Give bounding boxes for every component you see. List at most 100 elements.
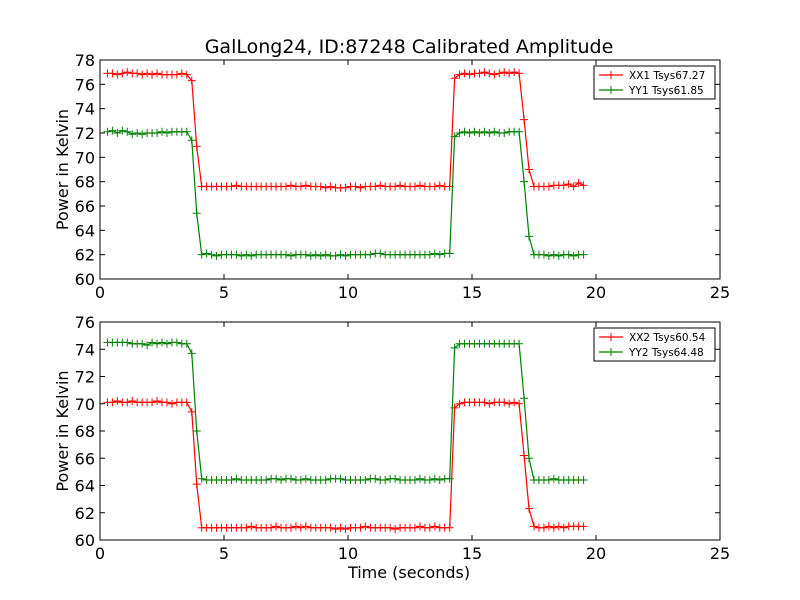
data-point-marker — [569, 182, 578, 191]
data-point-marker — [569, 251, 578, 260]
data-point-marker — [128, 397, 137, 406]
data-point-marker — [113, 397, 122, 406]
data-point-marker — [316, 182, 325, 191]
data-point-marker — [485, 69, 494, 78]
data-point-marker — [549, 523, 558, 532]
data-point-marker — [564, 250, 573, 259]
y-tick-label: 78 — [75, 51, 95, 70]
data-point-marker — [371, 474, 380, 483]
data-point-marker — [128, 130, 137, 139]
data-point-marker — [331, 525, 340, 534]
data-point-marker — [336, 474, 345, 483]
data-point-marker — [510, 398, 519, 407]
data-point-marker — [158, 127, 166, 136]
data-point-marker — [465, 70, 474, 79]
data-point-marker — [108, 398, 117, 407]
data-point-marker — [549, 474, 558, 483]
data-point-marker — [391, 182, 400, 191]
y-tick-label: 70 — [75, 395, 95, 414]
data-point-marker — [321, 183, 330, 192]
data-point-marker — [371, 182, 380, 191]
data-point-marker — [207, 250, 216, 259]
data-point-marker — [341, 251, 350, 260]
data-point-marker — [187, 76, 196, 85]
data-point-marker — [296, 182, 305, 191]
y-tick-label: 74 — [75, 100, 95, 119]
data-point-marker — [282, 250, 290, 259]
y-tick-label: 66 — [75, 449, 95, 468]
data-point-marker — [505, 69, 514, 78]
data-point-marker — [410, 476, 419, 485]
data-point-marker — [450, 132, 459, 141]
data-point-marker — [455, 70, 464, 79]
data-point-marker — [366, 250, 375, 259]
data-point-marker — [202, 249, 211, 258]
data-point-marker — [391, 525, 400, 534]
data-point-marker — [172, 338, 181, 347]
x-tick-label: 25 — [710, 283, 730, 302]
data-point-marker — [237, 251, 246, 260]
y-tick-label: 68 — [75, 173, 95, 192]
data-point-marker — [311, 250, 320, 259]
data-point-marker — [450, 74, 459, 83]
x-tick-label: 10 — [338, 544, 358, 563]
legend-entry-label: YY2 Tsys64.48 — [628, 347, 704, 359]
data-point-marker — [520, 451, 529, 460]
data-point-marker — [316, 251, 325, 260]
data-point-marker — [187, 407, 196, 416]
data-point-marker — [123, 338, 132, 347]
data-point-marker — [286, 181, 295, 190]
data-point-marker — [232, 181, 241, 190]
data-point-marker — [182, 398, 191, 407]
data-point-marker — [138, 130, 147, 139]
legend-marker — [607, 71, 615, 79]
data-point-marker — [445, 474, 454, 483]
y-tick-label: 72 — [75, 368, 95, 387]
data-point-marker — [153, 339, 162, 348]
data-point-marker — [262, 476, 271, 485]
data-point-marker — [500, 129, 509, 137]
x-tick-label: 10 — [338, 283, 358, 302]
data-point-marker — [445, 523, 454, 532]
y-tick-label: 70 — [75, 148, 95, 167]
data-point-marker — [133, 69, 142, 78]
data-point-marker — [326, 182, 335, 191]
data-point-marker — [530, 522, 538, 531]
y-tick-label: 68 — [75, 422, 95, 441]
data-point-marker — [510, 68, 519, 77]
legend-marker — [607, 348, 615, 356]
data-point-marker — [554, 251, 563, 260]
data-point-marker — [435, 476, 444, 485]
data-point-marker — [192, 480, 201, 489]
data-point-marker — [525, 504, 534, 513]
data-point-marker — [539, 523, 548, 532]
data-point-marker — [485, 399, 494, 408]
data-point-marker — [232, 474, 241, 483]
data-point-marker — [301, 474, 310, 483]
data-point-marker — [301, 181, 310, 190]
data-point-marker — [415, 474, 424, 483]
data-point-marker — [356, 523, 365, 532]
data-point-marker — [515, 127, 524, 136]
top-panel: 0 5 10 15 20 25 60 62 64 66 68 70 72 74 76 78 Power in K… — [53, 51, 730, 302]
data-point-marker — [361, 522, 370, 531]
y-tick-label: 62 — [75, 504, 95, 523]
data-point-marker — [470, 127, 479, 136]
data-point-marker — [495, 69, 504, 78]
data-point-marker — [212, 251, 221, 260]
data-point-marker — [277, 476, 286, 485]
data-point-marker — [525, 232, 534, 241]
data-point-marker — [108, 126, 117, 135]
data-point-marker — [336, 523, 345, 532]
data-point-marker — [227, 476, 236, 485]
y-tick-label: 74 — [75, 340, 95, 359]
data-point-marker — [148, 398, 157, 407]
data-point-marker — [425, 250, 434, 259]
data-point-marker — [480, 127, 489, 136]
legend-entry-label: XX2 Tsys60.54 — [629, 332, 706, 344]
data-point-marker — [574, 178, 583, 187]
data-point-marker — [301, 522, 310, 531]
data-point-marker — [544, 522, 553, 531]
y-tick-label: 66 — [75, 197, 95, 216]
